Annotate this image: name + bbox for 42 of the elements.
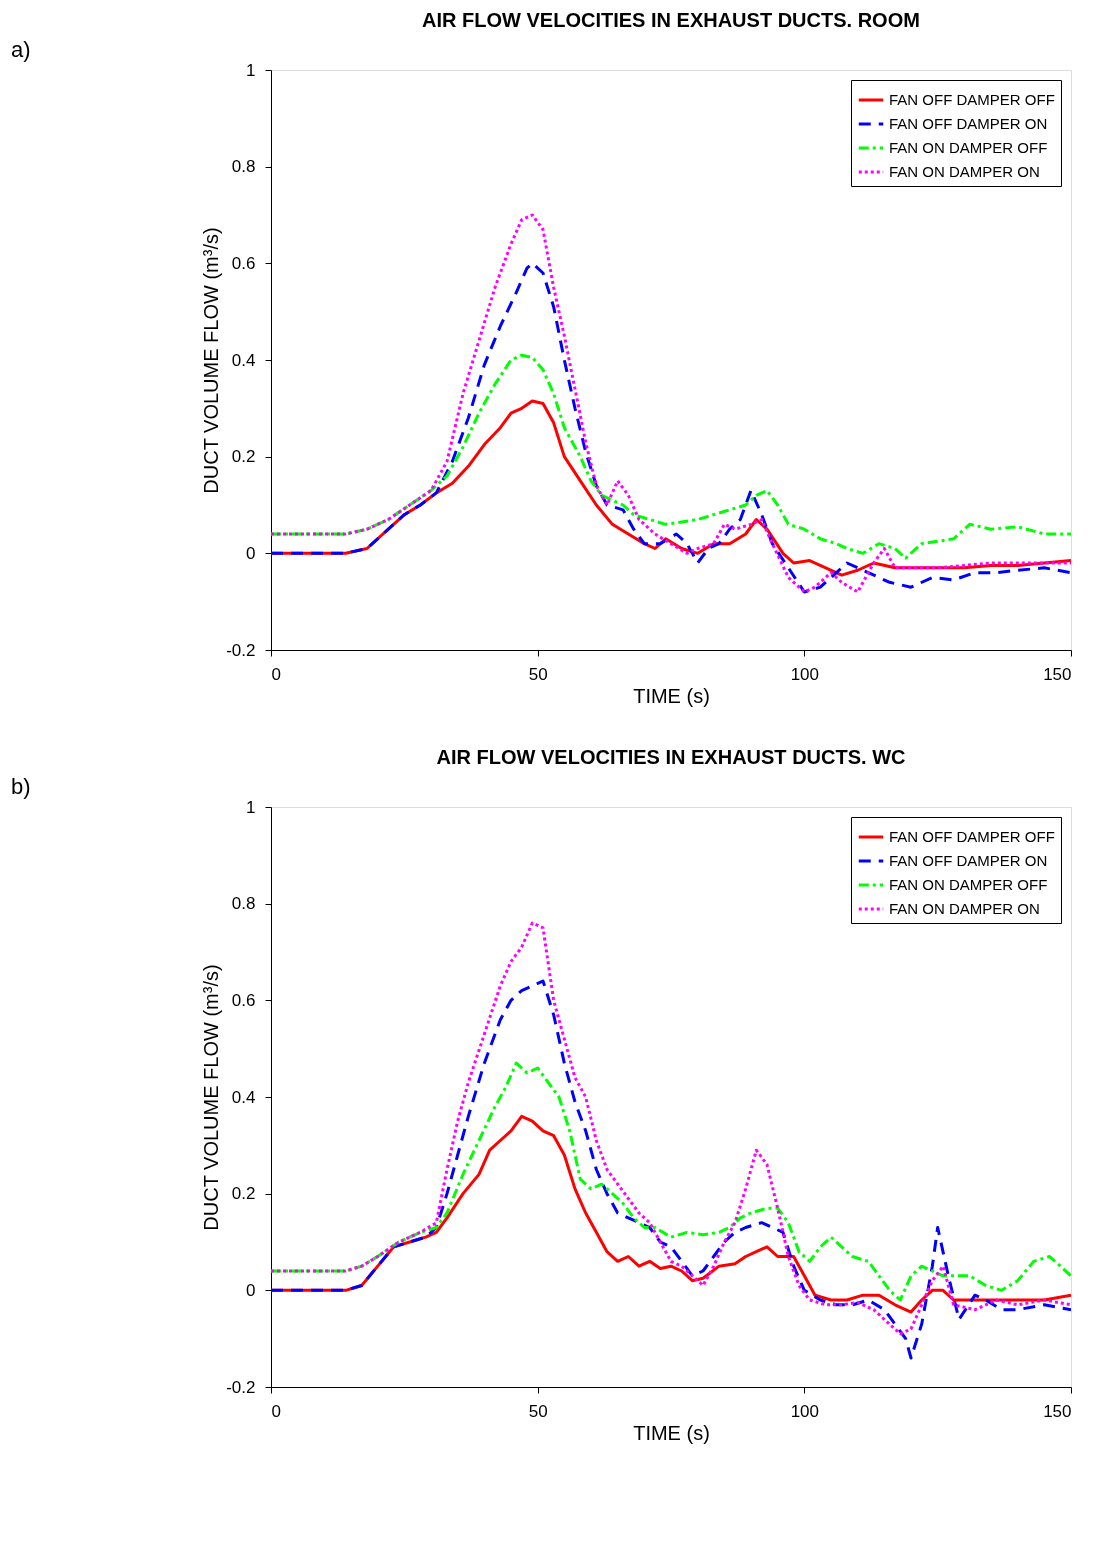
- x-tick-label: 50: [528, 1401, 548, 1421]
- x-tick-label: 150: [1043, 1401, 1072, 1421]
- x-axis-title: TIME (s): [633, 684, 710, 707]
- x-tick-label: 0: [271, 1401, 281, 1421]
- legend-label: FAN OFF DAMPER OFF: [889, 828, 1055, 845]
- y-tick-label: 0.2: [231, 1184, 256, 1204]
- y-tick-label: 0.4: [231, 350, 256, 370]
- legend-label: FAN ON DAMPER OFF: [889, 139, 1048, 156]
- x-tick-label: 50: [528, 664, 548, 684]
- legend-label: FAN OFF DAMPER ON: [889, 852, 1048, 869]
- legend-label: FAN OFF DAMPER OFF: [889, 91, 1055, 108]
- x-axis-title: TIME (s): [633, 1421, 710, 1444]
- line-series: [271, 353, 1071, 560]
- y-tick-label: 0.6: [231, 990, 256, 1010]
- legend-label: FAN ON DAMPER ON: [889, 900, 1040, 917]
- y-tick-label: 1: [246, 797, 256, 817]
- y-tick-label: 0: [246, 1280, 256, 1300]
- y-tick-label: 0: [246, 543, 256, 563]
- y-tick-label: 1: [246, 60, 256, 80]
- legend-label: FAN OFF DAMPER ON: [889, 115, 1048, 132]
- line-series: [271, 979, 1071, 1360]
- y-axis-title: DUCT VOLUME FLOW (m³/s): [200, 964, 223, 1231]
- chart-title: AIR FLOW VELOCITIES IN EXHAUST DUCTS. WC: [436, 746, 906, 768]
- text: a): [11, 37, 31, 62]
- y-tick-label: 0.6: [231, 253, 256, 273]
- y-tick-label: 0.8: [231, 157, 256, 177]
- y-tick-label: 0.8: [231, 894, 256, 914]
- y-tick-label: 0.2: [231, 447, 256, 467]
- chart-title: AIR FLOW VELOCITIES IN EXHAUST DUCTS. ROOM: [422, 9, 920, 31]
- y-tick-label: -0.2: [226, 1377, 256, 1397]
- x-tick-label: 150: [1043, 664, 1072, 684]
- line-series: [271, 1061, 1071, 1302]
- x-tick-label: 100: [790, 664, 820, 684]
- legend-label: FAN ON DAMPER OFF: [889, 876, 1048, 893]
- y-tick-label: 0.4: [231, 1087, 256, 1107]
- y-tick-label: -0.2: [226, 640, 256, 660]
- x-tick-label: 0: [271, 664, 281, 684]
- y-axis-title: DUCT VOLUME FLOW (m³/s): [200, 227, 223, 494]
- legend-label: FAN ON DAMPER ON: [889, 163, 1040, 180]
- x-tick-label: 100: [790, 1401, 820, 1421]
- text: b): [11, 774, 31, 799]
- line-series: [271, 921, 1071, 1336]
